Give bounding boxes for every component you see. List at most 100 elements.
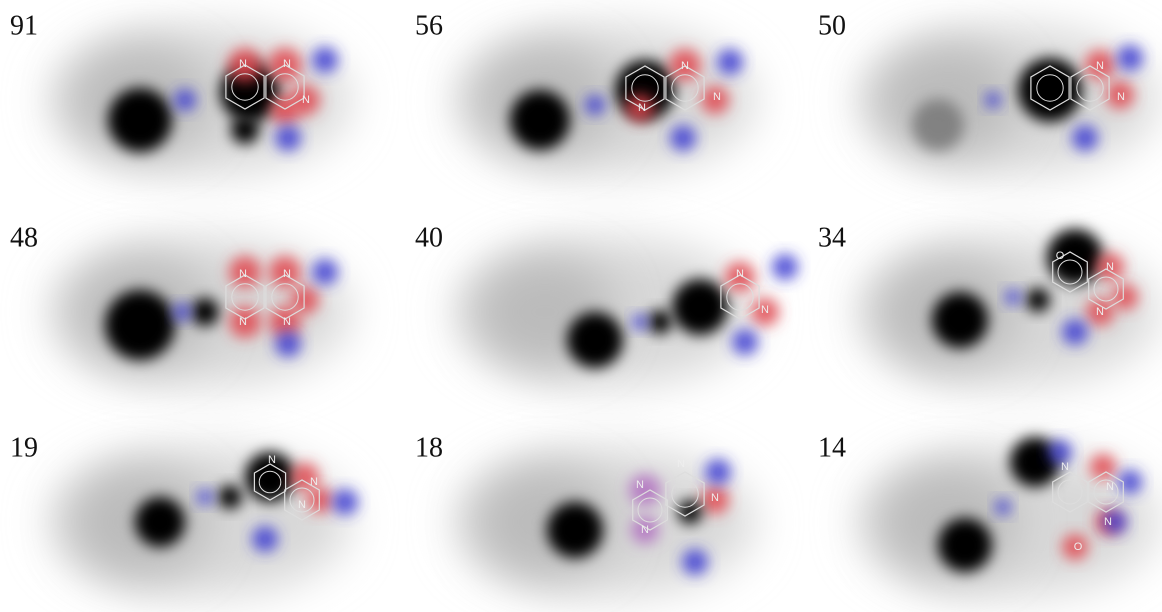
panel: 91 N N N xyxy=(10,10,350,175)
atom-label: N xyxy=(1117,91,1125,103)
density-blob xyxy=(732,329,758,355)
density-blob xyxy=(135,497,185,547)
density-blob xyxy=(191,298,219,326)
atom-label: N xyxy=(268,454,276,466)
density-blob xyxy=(510,90,570,150)
figure: 91 N N N 56 N N N 50 N N 48 N N N N 40 N N 34 O N N 19 N N N 18 N N N N… xyxy=(0,0,1162,612)
density-image xyxy=(50,237,350,387)
atom-label: N xyxy=(1106,261,1114,273)
atom-label: N xyxy=(1096,306,1104,318)
density-blob xyxy=(567,312,623,368)
score: 18 xyxy=(415,432,443,463)
density-blob xyxy=(717,49,743,75)
score: 56 xyxy=(415,10,443,41)
atom-label: N xyxy=(761,304,769,316)
atom-label: N xyxy=(677,458,685,470)
density-blob xyxy=(938,518,992,572)
density-blob xyxy=(108,88,172,152)
density-image xyxy=(455,237,798,387)
density-image xyxy=(455,447,755,597)
score: 34 xyxy=(818,222,846,253)
atom-label: N xyxy=(736,268,744,280)
density-blob xyxy=(678,500,702,524)
atom-label: N xyxy=(713,91,721,103)
density-blob xyxy=(1112,284,1138,310)
atom-label: N xyxy=(1096,60,1104,72)
density-blob xyxy=(705,459,731,485)
atom-label: N xyxy=(711,492,719,504)
atom-label: N xyxy=(239,58,247,70)
density-image xyxy=(50,447,358,597)
density-image xyxy=(455,25,755,175)
score: 40 xyxy=(415,222,443,253)
atom-label: N xyxy=(1061,461,1069,473)
density-blob xyxy=(547,502,603,558)
density-blob xyxy=(312,259,338,285)
panel: 14 N N N O xyxy=(818,432,1158,597)
density-blob xyxy=(218,485,242,509)
score: 50 xyxy=(818,10,846,41)
density-blob xyxy=(197,489,213,505)
density-blob xyxy=(648,310,672,334)
density-image xyxy=(858,437,1158,597)
atom-label: N xyxy=(641,524,649,536)
density-blob xyxy=(772,254,798,280)
density-blob xyxy=(585,95,605,115)
density-blob xyxy=(985,92,1001,108)
density-blob xyxy=(1117,45,1143,71)
atom-label: N xyxy=(283,58,291,70)
score: 48 xyxy=(10,222,38,253)
density-image xyxy=(858,25,1158,175)
density-image xyxy=(858,229,1158,387)
density-blob xyxy=(1062,319,1088,345)
atom-label: N xyxy=(1104,516,1112,528)
atom-label: N xyxy=(283,316,291,328)
density-blob xyxy=(1018,58,1082,122)
density-blob xyxy=(632,314,648,330)
atom-label: N xyxy=(636,479,644,491)
atom-label: N xyxy=(302,94,310,106)
density-blob xyxy=(332,489,358,515)
atom-label: O xyxy=(1056,250,1065,262)
panel: 56 N N N xyxy=(415,10,755,175)
atom-label: N xyxy=(310,476,318,488)
density-blob xyxy=(252,526,278,552)
density-blob xyxy=(312,47,338,73)
density-blob xyxy=(995,499,1011,515)
score: 14 xyxy=(818,432,846,463)
density-blob xyxy=(105,290,175,360)
density-blob xyxy=(672,279,728,335)
density-blob xyxy=(1005,289,1021,305)
panel: 18 N N N N xyxy=(415,432,755,597)
density-blob xyxy=(307,487,333,513)
panel: 40 N N xyxy=(415,222,798,387)
panel: 34 O N N xyxy=(818,222,1158,387)
panel: 48 N N N N xyxy=(10,222,350,387)
score: 91 xyxy=(10,10,38,41)
density-blob xyxy=(270,95,300,125)
atom-label: N xyxy=(681,60,689,72)
density-blob xyxy=(670,125,696,151)
density-blob xyxy=(231,116,259,144)
atom-label: N xyxy=(298,499,306,511)
density-blob xyxy=(932,292,988,348)
density-blob xyxy=(275,125,301,151)
atom-label: O xyxy=(1074,541,1083,553)
atom-label: N xyxy=(638,102,646,114)
density-blob xyxy=(173,303,191,321)
density-blob xyxy=(1026,288,1050,312)
atom-label: N xyxy=(239,268,247,280)
score: 19 xyxy=(10,432,38,463)
density-blob xyxy=(174,89,196,111)
atom-label: N xyxy=(283,268,291,280)
density-blob xyxy=(682,549,708,575)
atom-label: N xyxy=(239,316,247,328)
density-blob xyxy=(275,331,301,357)
density-blob xyxy=(912,99,964,151)
density-blob xyxy=(1118,470,1142,494)
density-blob xyxy=(629,474,661,506)
atom-label: N xyxy=(1106,481,1114,493)
density-blob xyxy=(1072,125,1098,151)
panel: 50 N N xyxy=(818,10,1158,175)
